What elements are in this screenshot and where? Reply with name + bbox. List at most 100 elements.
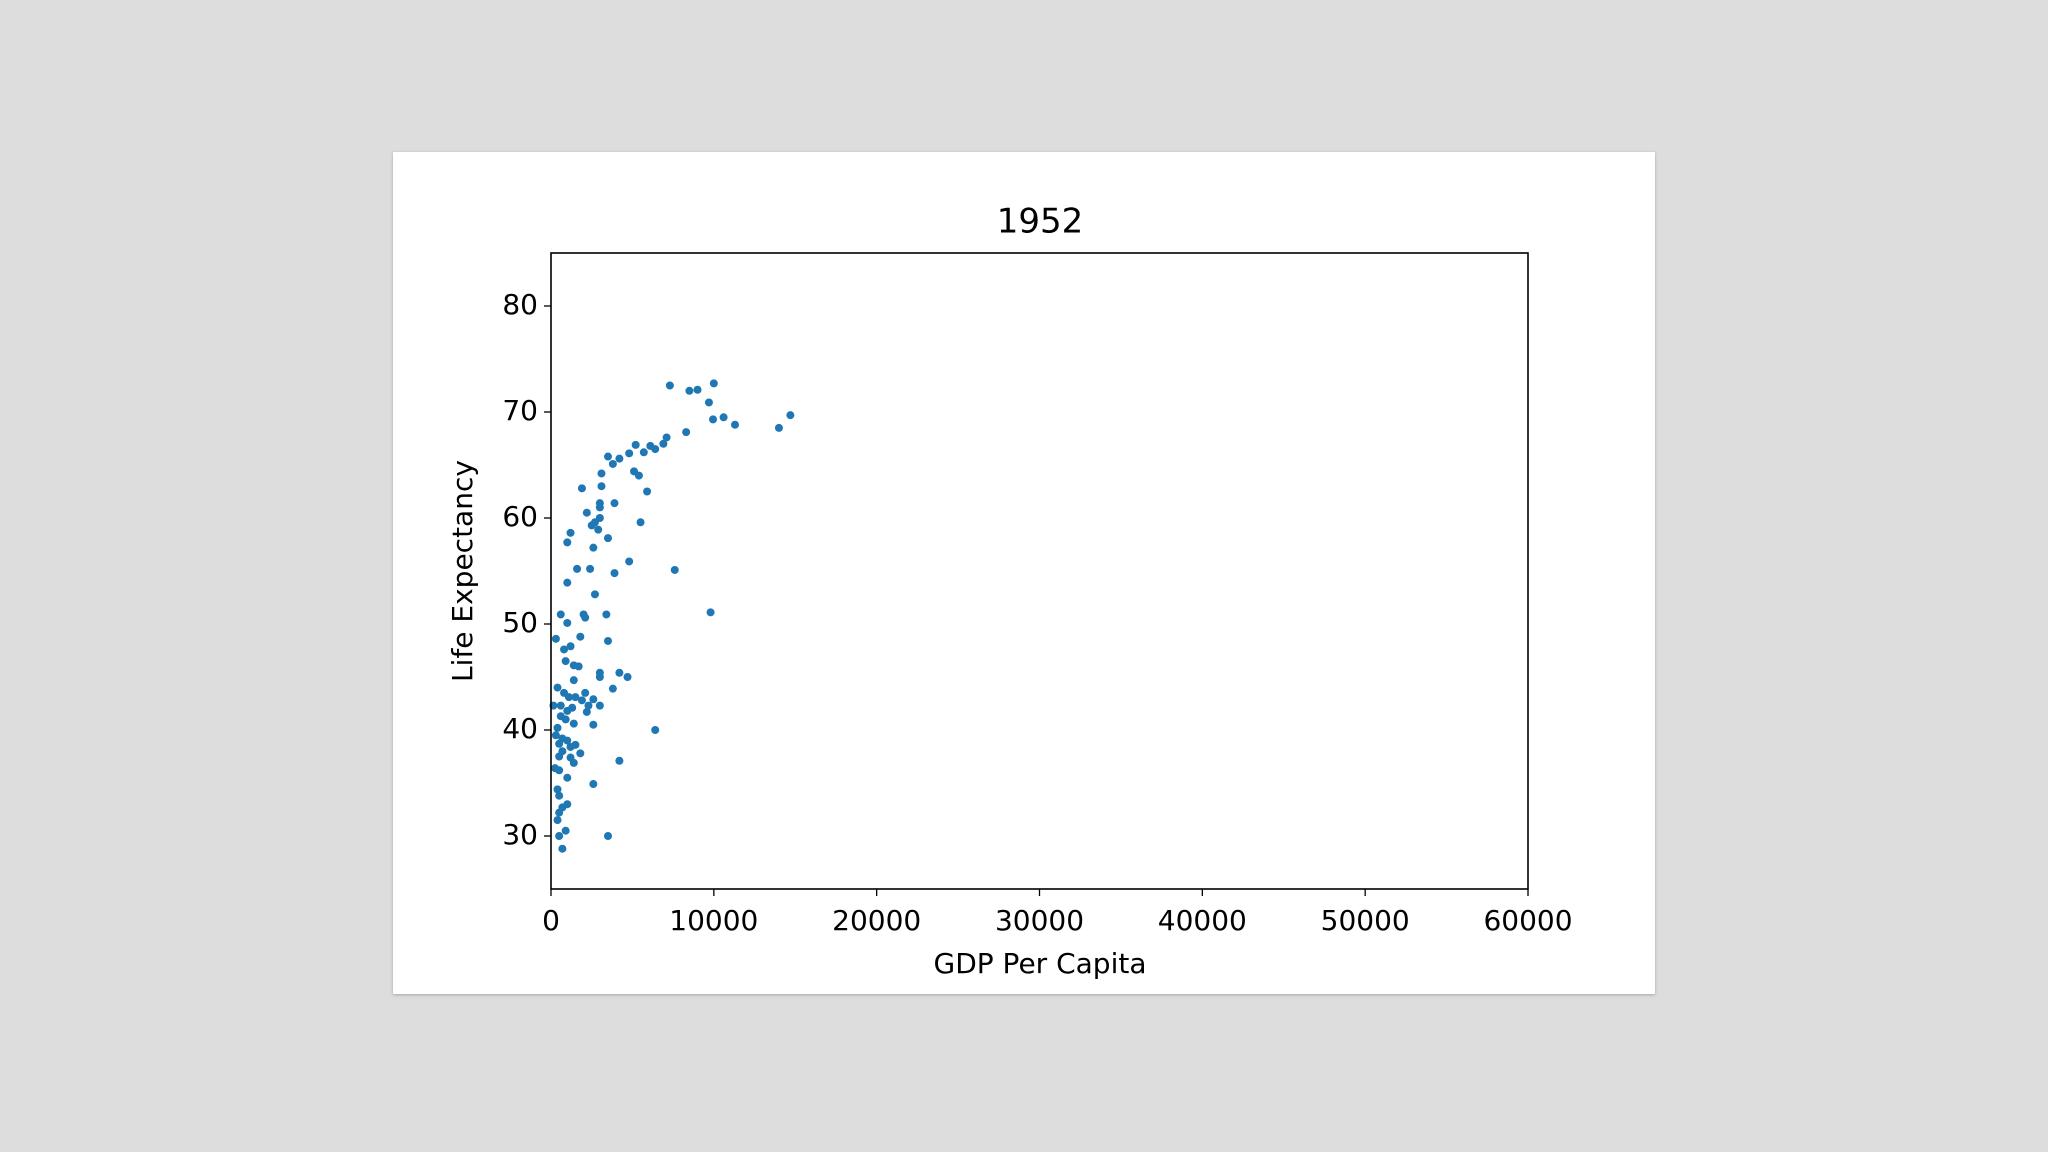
point: [569, 676, 578, 685]
point: [693, 385, 702, 394]
chart-title: 1952: [997, 202, 1084, 242]
point: [603, 452, 612, 461]
point: [581, 688, 590, 697]
point: [774, 423, 783, 432]
point: [589, 780, 598, 789]
point: [589, 695, 598, 704]
point: [709, 379, 718, 388]
y-tick-label: 50: [502, 606, 538, 639]
point: [556, 701, 565, 710]
point: [603, 636, 612, 645]
point: [659, 439, 668, 448]
point: [563, 538, 572, 547]
x-tick-label: 30000: [995, 904, 1084, 937]
point: [594, 525, 603, 534]
point: [706, 608, 715, 617]
point: [553, 683, 562, 692]
point: [597, 482, 606, 491]
point: [590, 590, 599, 599]
point: [636, 518, 645, 527]
point: [615, 454, 624, 463]
point: [602, 610, 611, 619]
point: [582, 707, 591, 716]
point: [563, 706, 572, 715]
point: [569, 758, 578, 767]
point: [651, 726, 660, 734]
point: [682, 428, 691, 437]
point: [581, 613, 590, 622]
point: [577, 696, 586, 705]
point: [623, 673, 632, 681]
point: [662, 433, 671, 442]
point: [719, 413, 728, 422]
point: [595, 503, 604, 512]
x-axis-label: GDP Per Capita: [934, 947, 1147, 980]
point: [555, 791, 564, 800]
point: [574, 662, 583, 671]
point: [566, 528, 575, 537]
point: [555, 752, 564, 761]
point: [709, 415, 718, 424]
y-tick-label: 40: [502, 712, 538, 745]
x-tick-label: 10000: [669, 904, 758, 937]
point: [643, 487, 652, 496]
point: [586, 564, 595, 573]
point: [566, 642, 575, 651]
y-tick-label: 80: [502, 288, 538, 321]
point: [731, 420, 740, 429]
point: [631, 440, 640, 449]
point: [610, 499, 619, 508]
point: [634, 471, 643, 480]
point: [625, 557, 634, 566]
point: [566, 742, 575, 751]
point: [573, 564, 582, 573]
point: [608, 684, 617, 693]
point: [571, 693, 580, 702]
point: [670, 565, 679, 574]
point: [555, 832, 564, 840]
point: [603, 832, 612, 840]
point: [615, 668, 624, 677]
point: [569, 719, 578, 728]
point: [589, 720, 598, 729]
figure-card: [393, 152, 1655, 994]
point: [704, 398, 713, 407]
point: [553, 816, 562, 825]
point: [595, 673, 604, 681]
point: [584, 701, 593, 710]
point: [786, 411, 795, 420]
point: [555, 808, 564, 817]
point: [587, 521, 596, 530]
point: [576, 749, 585, 758]
point: [615, 756, 624, 765]
point: [561, 657, 570, 666]
point: [639, 448, 648, 457]
point: [603, 534, 612, 543]
plot-frame: [550, 252, 1529, 890]
point: [553, 785, 562, 794]
y-tick-label: 30: [502, 818, 538, 851]
y-tick-label: 70: [502, 394, 538, 427]
point: [625, 449, 634, 458]
point: [576, 632, 585, 641]
point: [551, 634, 560, 643]
x-tick-label: 0: [542, 904, 560, 937]
point: [563, 618, 572, 627]
point: [589, 543, 598, 552]
point: [561, 715, 570, 724]
point: [597, 469, 606, 478]
point: [553, 723, 562, 732]
point: [685, 386, 694, 395]
y-tick-label: 60: [502, 500, 538, 533]
x-tick-label: 50000: [1321, 904, 1410, 937]
x-tick-label: 60000: [1483, 904, 1572, 937]
point: [563, 578, 572, 587]
x-tick-label: 20000: [832, 904, 921, 937]
point: [665, 381, 674, 390]
point: [560, 645, 569, 654]
point: [563, 736, 572, 745]
point: [551, 731, 560, 740]
point: [555, 766, 564, 775]
